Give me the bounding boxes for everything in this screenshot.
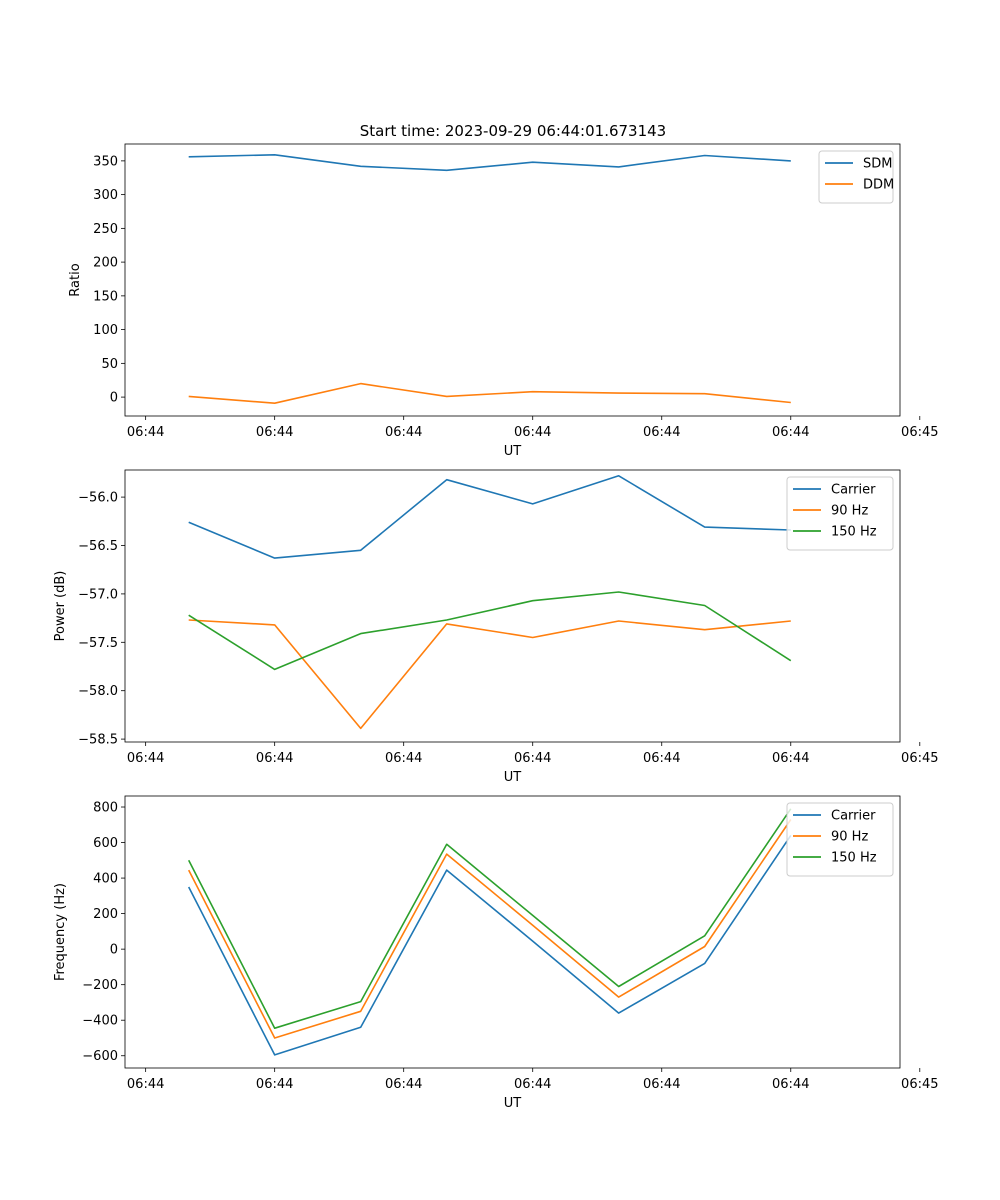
power-legend: Carrier 90 Hz 150 Hz <box>786 476 894 551</box>
frequency-x-tick-label: 06:44 <box>514 1077 551 1092</box>
frequency-x-tick-label: 06:45 <box>901 1077 938 1092</box>
power-y-tick-label: −57.5 <box>78 636 118 651</box>
power-x-tick-label: 06:44 <box>385 751 422 766</box>
ratio-x-axis-label: UT <box>504 444 522 459</box>
ratio-legend: SDM DDM <box>818 150 894 204</box>
frequency-y-tick-label: 400 <box>93 872 118 887</box>
frequency-y-tick-label: −200 <box>82 978 118 993</box>
ratio-y-tick-label: 150 <box>93 289 118 304</box>
power-series-carrier-line <box>188 474 791 559</box>
frequency-axes-frame <box>124 795 901 1069</box>
power-x-tick-label: 06:44 <box>256 751 293 766</box>
frequency-y-tick-label: 200 <box>93 907 118 922</box>
power-x-tick-label: 06:45 <box>901 751 938 766</box>
frequency-y-tick-label: 600 <box>93 836 118 851</box>
power-y-axis-label: Power (dB) <box>53 571 68 642</box>
power-y-tick-label: −58.0 <box>78 684 118 699</box>
ratio-legend-label-sdm: SDM <box>863 157 892 172</box>
ratio-subplot: 06:44 06:44 06:44 06:44 06:44 06:44 06:45 0 50 10… <box>68 143 939 459</box>
power-x-tick-label: 06:44 <box>643 751 680 766</box>
frequency-x-tick-label: 06:44 <box>643 1077 680 1092</box>
power-legend-label-carrier: Carrier <box>831 483 876 498</box>
frequency-x-tick-label: 06:44 <box>772 1077 809 1092</box>
power-x-tick-label: 06:44 <box>772 751 809 766</box>
power-x-axis-label: UT <box>504 770 522 785</box>
frequency-legend: Carrier 90 Hz 150 Hz <box>786 802 894 877</box>
ratio-y-tick-label: 0 <box>110 391 118 406</box>
power-x-tick-label: 06:44 <box>514 751 551 766</box>
power-subplot: 06:44 06:44 06:44 06:44 06:44 06:44 06:45 −56.0… <box>53 469 939 785</box>
power-series-90-hz-line <box>188 619 791 730</box>
figure-title: Start time: 2023-09-29 06:44:01.673143 <box>360 122 666 140</box>
frequency-x-axis-label: UT <box>504 1096 522 1111</box>
frequency-series-90-hz-line <box>187 819 792 1039</box>
power-y-tick-label: −57.0 <box>78 587 118 602</box>
ratio-y-tick-label: 300 <box>93 188 118 203</box>
ratio-series-ddm-line <box>188 382 791 405</box>
frequency-series-150-hz-line <box>187 808 792 1029</box>
ratio-axes-frame <box>124 143 901 417</box>
ratio-y-tick-label: 250 <box>93 222 118 237</box>
frequency-legend-label-90-hz: 90 Hz <box>831 830 868 845</box>
ratio-x-tick-label: 06:44 <box>772 425 809 440</box>
power-y-tick-label: −56.5 <box>78 539 118 554</box>
ratio-y-tick-label: 50 <box>101 357 118 372</box>
frequency-x-tick-label: 06:44 <box>385 1077 422 1092</box>
frequency-y-axis-label: Frequency (Hz) <box>53 883 68 981</box>
frequency-x-tick-label: 06:44 <box>256 1077 293 1092</box>
frequency-y-tick-label: 800 <box>93 801 118 816</box>
ratio-y-axis-label: Ratio <box>68 263 83 296</box>
frequency-legend-label-150-hz: 150 Hz <box>831 851 877 866</box>
frequency-y-tick-label: 0 <box>110 943 118 958</box>
frequency-x-tick-label: 06:44 <box>127 1077 164 1092</box>
ratio-legend-box <box>818 150 894 204</box>
ratio-x-tick-label: 06:45 <box>901 425 938 440</box>
ratio-x-tick-label: 06:44 <box>385 425 422 440</box>
ratio-y-tick-label: 100 <box>93 323 118 338</box>
ratio-y-tick-label: 200 <box>93 256 118 271</box>
frequency-legend-label-carrier: Carrier <box>831 809 876 824</box>
power-y-tick-label: −56.0 <box>78 491 118 506</box>
ratio-x-tick-label: 06:44 <box>514 425 551 440</box>
power-axes-frame <box>124 469 901 743</box>
power-legend-label-90-hz: 90 Hz <box>831 504 868 519</box>
power-series-150-hz-line <box>188 591 792 671</box>
ratio-x-tick-label: 06:44 <box>256 425 293 440</box>
frequency-y-tick-label: −600 <box>82 1049 118 1064</box>
power-x-tick-label: 06:44 <box>127 751 164 766</box>
ratio-series-sdm-line <box>188 154 791 172</box>
ratio-y-tick-label: 350 <box>93 154 118 169</box>
ratio-x-tick-label: 06:44 <box>127 425 164 440</box>
power-y-tick-label: −58.5 <box>78 733 118 748</box>
ratio-legend-label-ddm: DDM <box>863 178 894 193</box>
frequency-series-carrier-line <box>187 834 792 1056</box>
power-legend-label-150-hz: 150 Hz <box>831 525 877 540</box>
frequency-subplot: 06:44 06:44 06:44 06:44 06:44 06:44 06:45 −600 −… <box>53 795 939 1111</box>
ratio-x-tick-label: 06:44 <box>643 425 680 440</box>
frequency-y-tick-label: −400 <box>82 1014 118 1029</box>
